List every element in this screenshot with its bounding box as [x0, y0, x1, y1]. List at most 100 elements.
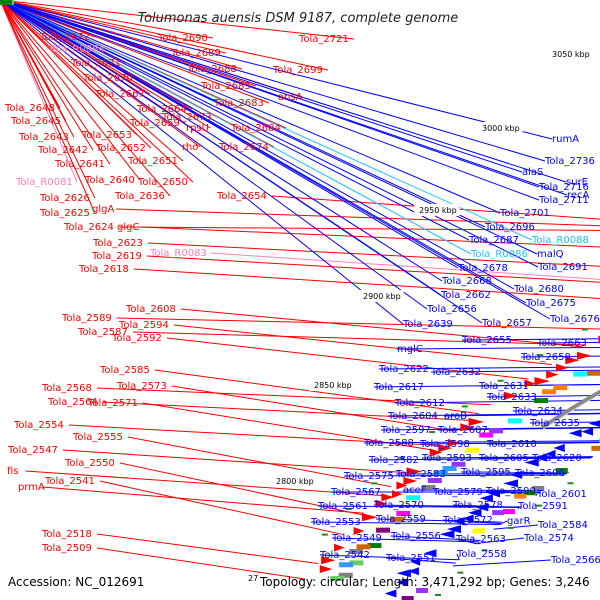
gene-label[interactable]: Tola_2655: [461, 335, 512, 346]
gene-label[interactable]: Tola_2642: [37, 145, 88, 156]
gene-label[interactable]: Tola_2690: [157, 33, 208, 44]
gene-label[interactable]: Tola_R0086: [470, 249, 528, 260]
gene-label[interactable]: Tola_2635: [529, 418, 580, 429]
gene-label[interactable]: Tola_2641: [54, 159, 105, 170]
gene-label[interactable]: Tola_R0081: [15, 177, 73, 188]
gene-label[interactable]: Tola_2585: [99, 365, 150, 376]
gene-label[interactable]: Tola_2721: [298, 34, 349, 45]
gene-label[interactable]: Tola_2675: [525, 298, 576, 309]
gene-label[interactable]: Tola_2566: [550, 555, 600, 566]
gene-label[interactable]: Tola_2583: [395, 469, 446, 480]
gene-label[interactable]: aroB: [444, 411, 467, 422]
gene-label[interactable]: Tola_2653: [81, 130, 132, 141]
gene-label[interactable]: fis: [7, 466, 19, 477]
gene-label[interactable]: Tola_2619: [91, 251, 142, 262]
gene-label[interactable]: Tola_2688: [186, 64, 237, 75]
gene-label[interactable]: Tola_2676: [549, 314, 600, 325]
gene-label[interactable]: Tola_2582: [368, 455, 419, 466]
gene-label[interactable]: glgA: [92, 204, 114, 215]
gene-label[interactable]: Tola_2691: [537, 262, 588, 273]
gene-label[interactable]: recA: [567, 190, 590, 201]
gene-label[interactable]: garR: [507, 516, 531, 527]
gene-label[interactable]: Tola_2673: [161, 112, 212, 123]
gene-label[interactable]: Tola_2640: [84, 175, 135, 186]
gene-label[interactable]: Tola_2671: [70, 58, 121, 69]
gene-label[interactable]: Tola_2656: [426, 304, 477, 315]
gene-label[interactable]: Tola_2595: [460, 467, 511, 478]
gene-label[interactable]: mglC: [397, 344, 423, 355]
gene-label[interactable]: malQ: [537, 249, 564, 260]
gene-label[interactable]: Tola_2563: [455, 534, 506, 545]
gene-label[interactable]: Tola_2561: [317, 501, 368, 512]
gene-label[interactable]: Tola_2592: [111, 333, 162, 344]
gene-label[interactable]: Tola_R0084: [47, 44, 105, 55]
gene-label[interactable]: Tola_2547: [7, 445, 58, 456]
gene-label[interactable]: Tola_2591: [517, 501, 568, 512]
gene-label[interactable]: Tola_2632: [430, 367, 481, 378]
gene-label[interactable]: Tola_2651: [127, 156, 178, 167]
gene-label[interactable]: Tola_2587: [77, 327, 128, 338]
gene-label[interactable]: Tola_2625: [39, 208, 90, 219]
gene-label[interactable]: Tola_2589: [61, 313, 112, 324]
gene-label[interactable]: Tola_2584: [537, 520, 588, 531]
gene-label[interactable]: Tola_2626: [39, 193, 90, 204]
gene-label[interactable]: Tola_2554: [13, 420, 64, 431]
gene-label[interactable]: glgC: [117, 222, 139, 233]
gene-label[interactable]: Tola_2568: [41, 383, 92, 394]
gene-label[interactable]: Tola_2654: [216, 191, 267, 202]
gene-label[interactable]: Tola_2597: [380, 425, 431, 436]
gene-label[interactable]: Tola_2551: [385, 553, 436, 564]
gene-label[interactable]: Tola_2699: [272, 65, 323, 76]
gene-label[interactable]: aceF: [403, 485, 427, 496]
gene-label[interactable]: Tola_2648: [4, 103, 55, 114]
gene-label[interactable]: Tola_2617: [373, 382, 424, 393]
gene-label[interactable]: Tola_2564: [47, 397, 98, 408]
gene-label[interactable]: Tola_2684: [230, 123, 281, 134]
gene-label[interactable]: Tola_2578: [452, 500, 503, 511]
gene-label[interactable]: Tola_2556: [390, 531, 441, 542]
gene-label[interactable]: Tola_2555: [72, 432, 123, 443]
gene-label[interactable]: Tola_2680: [513, 284, 564, 295]
gene-label[interactable]: Tola_2624: [63, 222, 114, 233]
gene-label[interactable]: Tola_2668: [441, 276, 492, 287]
gene-label[interactable]: Tola_2604: [387, 411, 438, 422]
gene-label[interactable]: Tola_2652: [95, 143, 146, 154]
gene-label[interactable]: ansA: [278, 92, 303, 103]
gene-label[interactable]: Tola_2634: [512, 406, 563, 417]
gene-label[interactable]: Tola_2601: [536, 489, 587, 500]
gene-label[interactable]: surE: [566, 177, 588, 188]
gene-label[interactable]: Tola_2667: [94, 89, 145, 100]
gene-label[interactable]: rho: [182, 142, 198, 153]
gene-label[interactable]: Tola_2608: [125, 304, 176, 315]
gene-label[interactable]: Tola_2593: [421, 453, 472, 464]
gene-label[interactable]: Tola_2618: [78, 264, 129, 275]
gene-label[interactable]: Tola_2559: [375, 514, 426, 525]
gene-label[interactable]: Tola_2736: [544, 156, 595, 167]
gene-label[interactable]: Tola_2573: [116, 381, 167, 392]
gene-label[interactable]: Tola_2631: [478, 381, 529, 392]
gene-label[interactable]: Tola_2574: [523, 533, 574, 544]
gene-label[interactable]: Tola_2588: [363, 438, 414, 449]
gene-label[interactable]: Tola_2685: [200, 81, 251, 92]
gene-label[interactable]: Tola_R0083: [149, 248, 207, 259]
gene-label[interactable]: Tola_2650: [137, 177, 188, 188]
gene-label[interactable]: Tola_2663: [536, 338, 587, 349]
gene-label[interactable]: Tola_2716: [538, 182, 589, 193]
gene-label[interactable]: Tola_2612: [394, 398, 445, 409]
gene-label[interactable]: Tola_2518: [41, 529, 92, 540]
gene-label[interactable]: Tola_2549: [331, 533, 382, 544]
gene-label[interactable]: Tola_2674: [218, 142, 269, 153]
gene-label[interactable]: Tola_2639: [402, 319, 453, 330]
gene-label[interactable]: rumA: [552, 134, 579, 145]
gene-label[interactable]: Tola_2711: [538, 195, 589, 206]
gene-label[interactable]: Tola_2572: [442, 515, 493, 526]
gene-label[interactable]: Tola_R0088: [531, 235, 589, 246]
gene-label[interactable]: Tola_2687: [468, 235, 519, 246]
gene-label[interactable]: Tola_2541: [44, 476, 95, 487]
gene-label[interactable]: Tola_2590: [485, 486, 536, 497]
gene-label[interactable]: Tola_2689: [170, 48, 221, 59]
gene-label[interactable]: Tola_2610: [486, 439, 537, 450]
gene-label[interactable]: Tola_2633: [486, 392, 537, 403]
gene-label[interactable]: Tola_2662: [440, 290, 491, 301]
gene-label[interactable]: prmA: [18, 482, 45, 493]
